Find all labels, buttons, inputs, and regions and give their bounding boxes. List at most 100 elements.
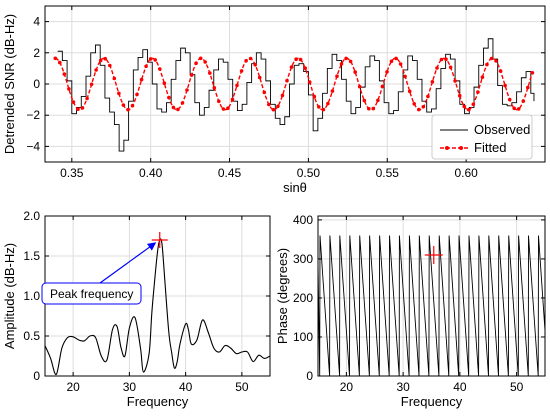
x-tick-label: 20 [340,380,354,394]
x-tick-label: 20 [66,380,80,394]
fitted-marker [162,81,167,85]
x-axis-label: Frequency [127,394,189,409]
fitted-marker [489,56,494,61]
fitted-marker [112,76,117,81]
fitted-marker [221,107,226,111]
fitted-marker [335,74,339,78]
fitted-marker [130,103,135,108]
fitted-marker [530,71,535,75]
fitted-marker [417,107,421,112]
fitted-marker [371,106,376,111]
legend: Observed Fitted [431,114,533,160]
fitted-marker [430,80,435,84]
y-tick-label: 0 [33,369,40,383]
fitted-marker [148,57,153,61]
fitted-marker [67,87,71,91]
fitted-marker [239,69,244,73]
fitted-marker [421,105,426,109]
fitted-marker [521,99,526,103]
fitted-marker [357,84,362,89]
phase-chart: 20 30 40 50 0 100 200 300 400 Frequency Phase (deg… [275,213,546,409]
fitted-marker [298,57,303,62]
fitted-marker [71,100,76,104]
fitted-marker [412,102,417,106]
fitted-marker [353,70,358,74]
x-tick-label: 50 [510,380,524,394]
fitted-marker [294,57,298,61]
fitted-marker [85,96,89,101]
fitted-line [55,57,534,111]
fitted-marker [208,71,212,75]
phase-line [318,235,545,376]
fitted-marker [230,97,235,102]
fitted-marker [448,65,453,70]
fitted-marker [167,95,171,100]
fitted-marker [80,106,85,110]
fitted-marker [257,75,262,80]
fitted-marker [317,105,321,109]
fitted-marker [362,98,367,103]
fitted-marker [367,106,371,111]
fitted-marker [267,102,271,107]
fitted-marker [158,67,162,71]
y-tick-label: −4 [26,139,40,153]
fitted-marker [58,60,62,65]
fitted-marker [180,101,185,105]
amplitude-line [45,238,270,375]
fitted-marker [212,86,217,90]
fitted-marker [189,73,194,77]
y-tick-label: 2.0 [23,209,40,223]
y-tick-label: 1.5 [23,249,40,263]
fitted-marker [507,97,512,102]
fitted-marker [435,66,439,70]
y-tick-label: 1.0 [23,289,40,303]
y-axis-label: Phase (degrees) [275,248,290,344]
y-tick-label: 0 [33,77,40,91]
y-axis-label: Detrended SNR (dB-Hz) [2,14,17,154]
x-axis-label: sinθ [283,180,307,195]
fitted-marker [344,56,348,61]
fitted-marker [135,92,139,97]
top-chart: 0.35 0.40 0.45 0.50 0.55 0.60 −4 −2 0 2 4 sinθ Detre… [2,5,546,195]
fitted-marker [171,105,176,110]
fitted-marker [94,68,98,72]
x-tick-label: 0.60 [454,166,478,180]
fitted-marker [271,107,276,112]
fitted-marker [307,80,312,84]
peak-annotation: Peak frequency [41,242,157,305]
x-tick-label: 0.45 [218,166,242,180]
fitted-marker [385,70,389,74]
fitted-marker [253,63,257,67]
fitted-marker [89,82,94,87]
y-tick-label: 300 [293,252,313,266]
fitted-marker [198,56,203,61]
fitted-marker [348,59,353,64]
fitted-marker [235,83,239,88]
x-axis-label: Frequency [401,394,463,409]
fitted-marker [480,75,485,79]
fitted-marker [526,85,530,90]
fitted-marker [467,107,471,112]
plot-frame [317,215,546,377]
fitted-marker [326,101,330,106]
fitted-marker [226,106,230,110]
fitted-marker [312,94,317,99]
x-tick-label: 40 [179,380,193,394]
fitted-marker [453,79,457,83]
fitted-marker [203,60,207,64]
y-tick-label: 0 [306,369,313,383]
y-tick-label: 2 [33,46,40,60]
fitted-marker [280,93,285,98]
y-tick-label: 100 [293,330,313,344]
x-tick-label: 50 [235,380,249,394]
x-tick-label: 0.40 [139,166,163,180]
fitted-marker [139,77,144,82]
fitted-marker [380,84,385,89]
fitted-marker [498,69,503,73]
legend-box [431,114,533,160]
fitted-marker [457,93,462,98]
fitted-marker [262,90,267,95]
fitted-marker [62,72,67,76]
x-tick-label: 30 [123,380,137,394]
